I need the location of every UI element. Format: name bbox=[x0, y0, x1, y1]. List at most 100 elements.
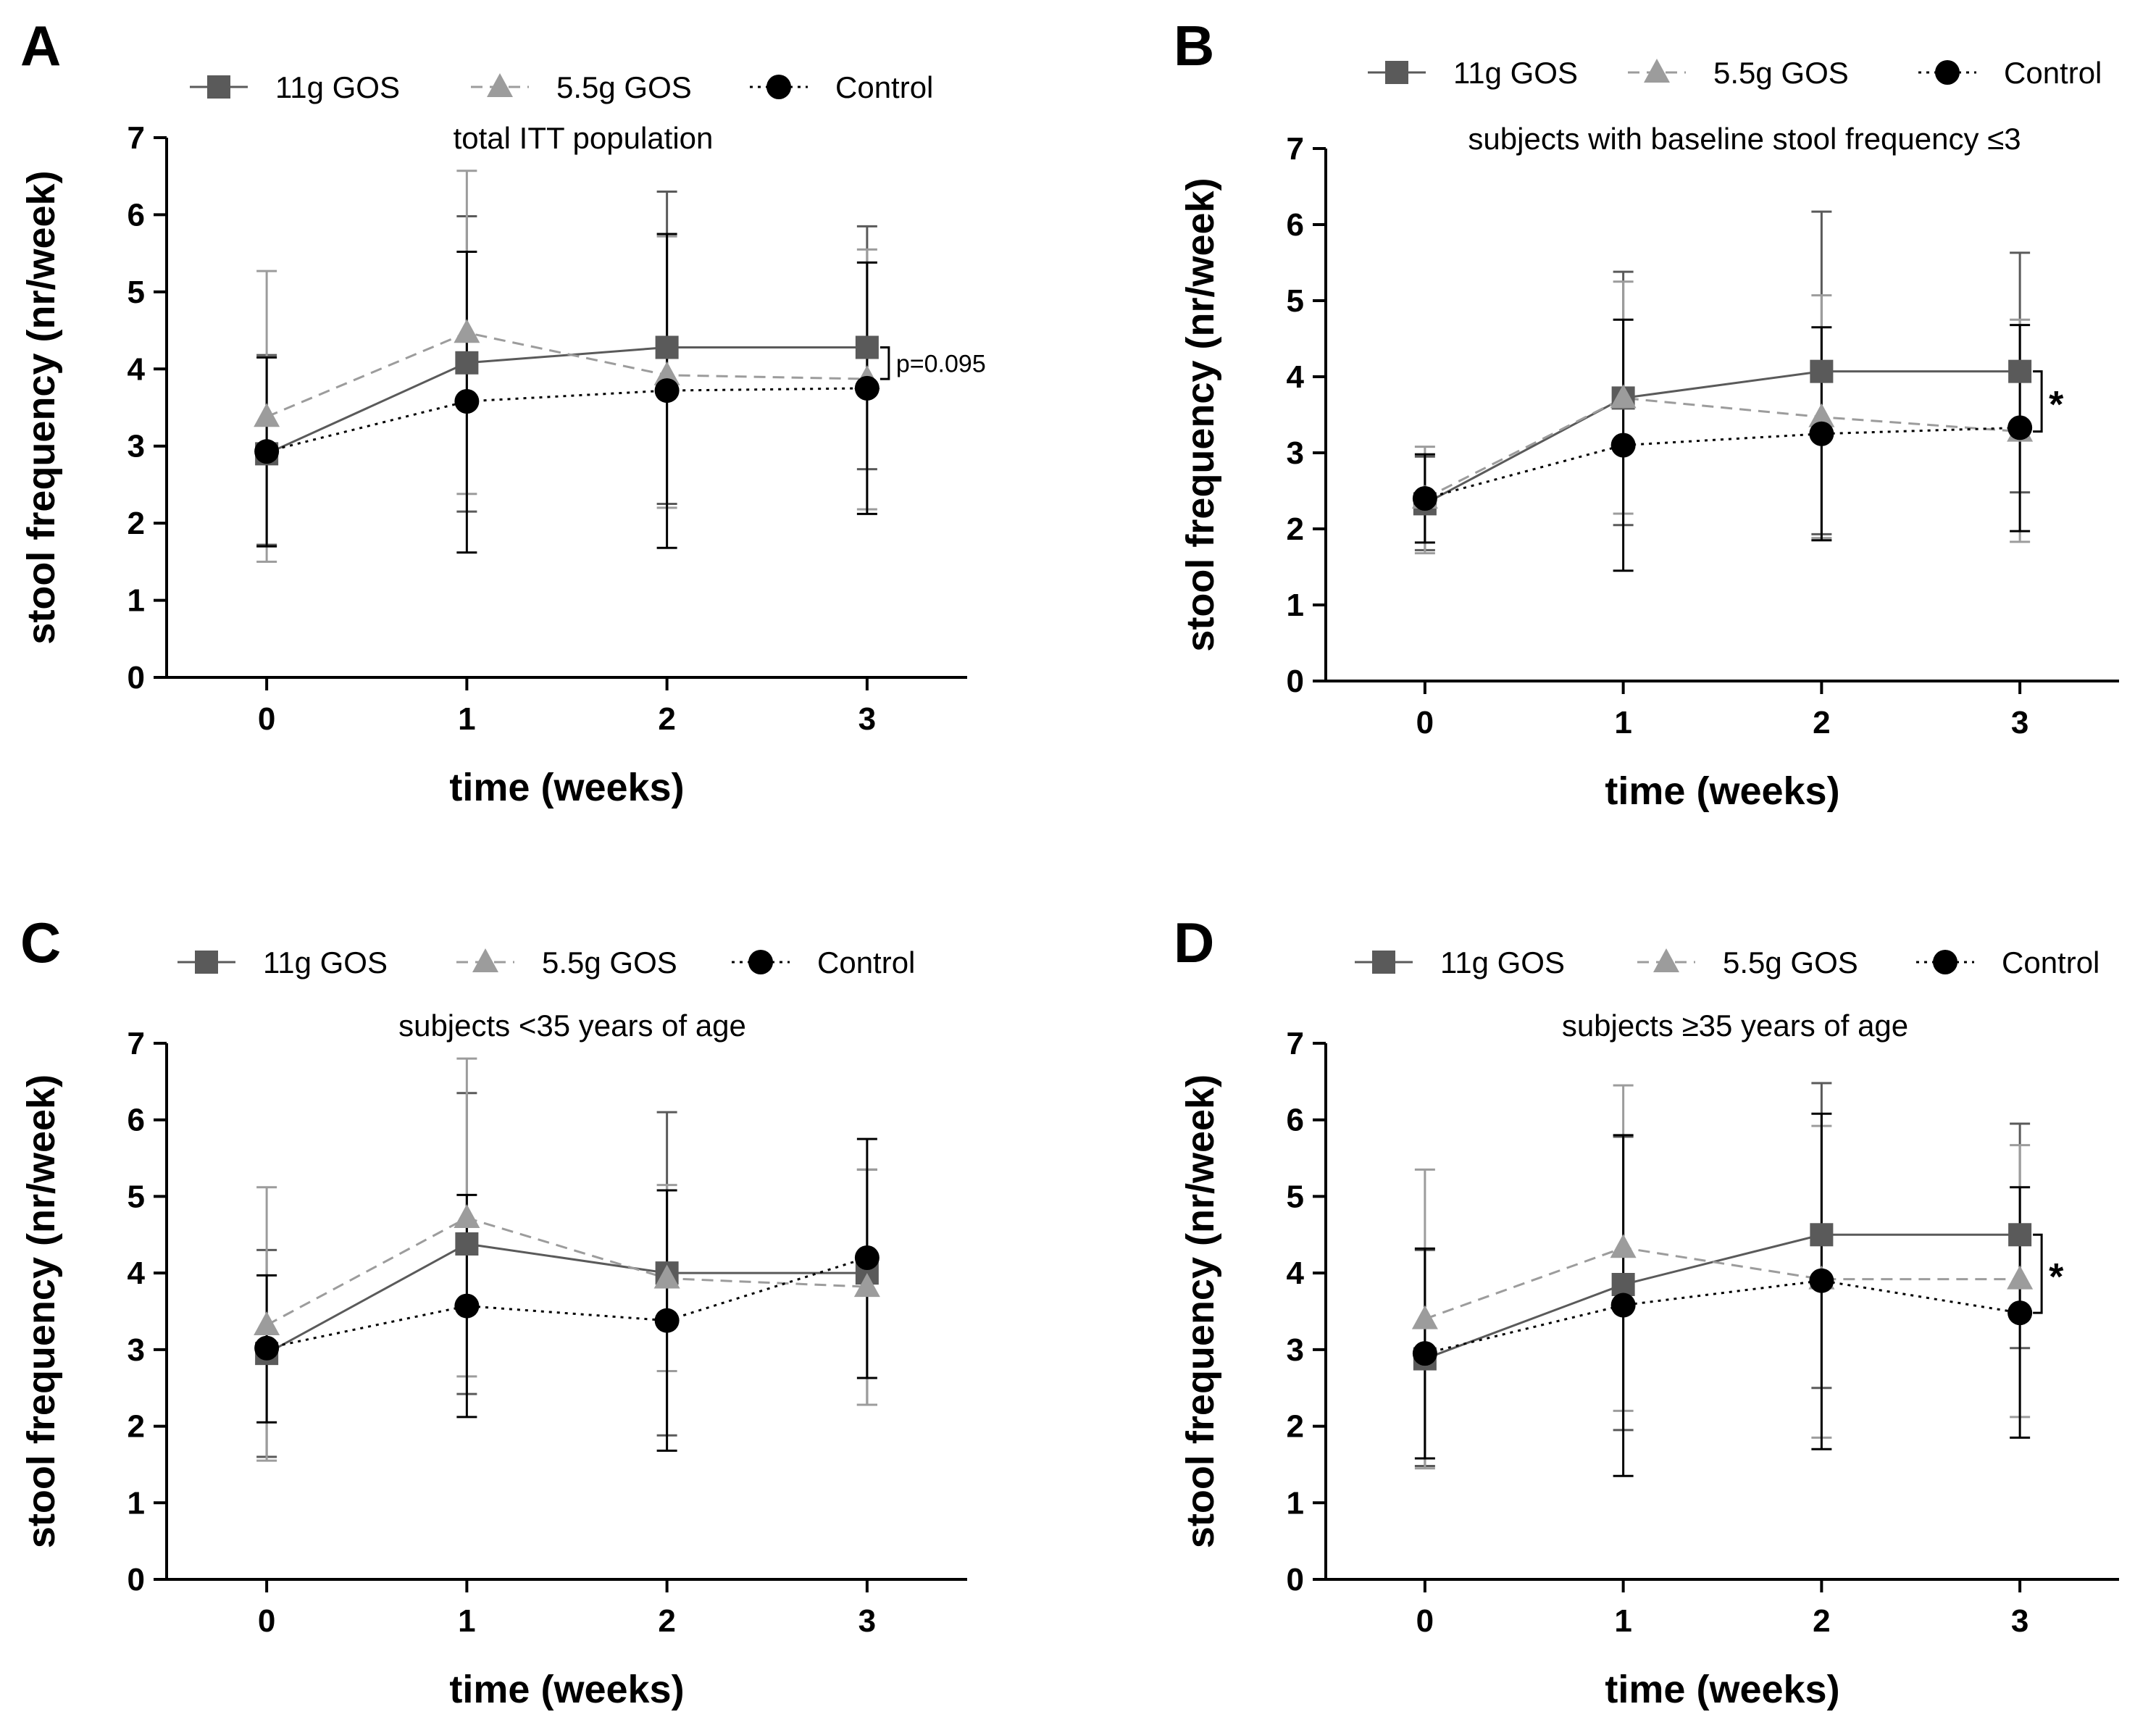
panel-d-point-gos11-1 bbox=[1611, 1273, 1635, 1296]
panel-a-legend-marker-gos11 bbox=[207, 75, 230, 99]
panel-b-series-line-control bbox=[1424, 426, 2021, 500]
panel-c: C 11g GOS 5.5g GOS Control subjects <35 yea… bbox=[20, 911, 967, 1711]
panel-d: D 11g GOS 5.5g GOS Control subjects ≥35 yea… bbox=[1174, 911, 2119, 1711]
panel-a-point-gos11-3 bbox=[855, 335, 879, 359]
panel-d-x-tick-label-0: 0 bbox=[1416, 1603, 1434, 1639]
panel-b-significance-label: * bbox=[2049, 384, 2064, 426]
panel-c-point-control-1 bbox=[454, 1293, 480, 1319]
panel-a-y-tick-label-3: 3 bbox=[128, 429, 145, 464]
panel-c-x-axis-title: time (weeks) bbox=[449, 1668, 684, 1711]
panel-a-subtitle: total ITT population bbox=[454, 121, 714, 155]
panel-b-legend-label-control: Control bbox=[2004, 56, 2102, 90]
panel-b-y-tick-label-3: 3 bbox=[1287, 435, 1304, 471]
panel-b-y-tick-label-5: 5 bbox=[1287, 283, 1304, 319]
panel-a-y-tick-label-4: 4 bbox=[128, 351, 146, 387]
panel-d-series-line-control bbox=[1424, 1279, 2021, 1355]
panel-d-point-control-1 bbox=[1610, 1292, 1636, 1318]
panel-a-y-tick-label-6: 6 bbox=[128, 197, 145, 233]
panel-a-y-tick-label-5: 5 bbox=[128, 275, 145, 310]
panel-c-y-tick-label-1: 1 bbox=[128, 1485, 145, 1521]
panel-b-y-tick-label-4: 4 bbox=[1287, 359, 1305, 395]
panel-d-point-gos11-2 bbox=[1810, 1223, 1834, 1247]
panel-d-series-line-gos11 bbox=[1424, 1233, 2021, 1360]
panel-d-legend-label-gos55: 5.5g GOS bbox=[1723, 945, 1858, 980]
panel-a-legend-label-gos55: 5.5g GOS bbox=[556, 70, 692, 104]
panel-a-point-gos55-0 bbox=[254, 403, 280, 427]
panel-c-y-tick-label-6: 6 bbox=[128, 1103, 145, 1138]
panel-c-point-control-0 bbox=[254, 1335, 280, 1361]
panel-d-significance-label: * bbox=[2049, 1256, 2064, 1298]
panel-a-y-tick-label-0: 0 bbox=[128, 660, 145, 696]
panel-d-point-gos55-3 bbox=[2007, 1265, 2034, 1290]
panel-d-legend-marker-gos55 bbox=[1653, 948, 1679, 972]
panel-c-y-axis-title: stool frequency (nr/week) bbox=[20, 1074, 63, 1548]
panel-a-y-tick-label-1: 1 bbox=[128, 583, 145, 619]
panel-d-y-axis-title: stool frequency (nr/week) bbox=[1179, 1074, 1222, 1548]
panel-d-y-tick-label-7: 7 bbox=[1287, 1026, 1304, 1061]
panel-c-series-line-gos55 bbox=[266, 1216, 867, 1327]
panel-a-letter: A bbox=[20, 14, 61, 78]
panel-c-y-tick-label-3: 3 bbox=[128, 1332, 145, 1368]
panel-d-letter: D bbox=[1174, 911, 1214, 974]
panel-a-legend-marker-gos55 bbox=[487, 73, 513, 97]
panel-b-y-tick-label-7: 7 bbox=[1287, 131, 1304, 167]
panel-d-point-gos55-1 bbox=[1610, 1234, 1637, 1258]
panel-c-series-line-gos11 bbox=[266, 1242, 867, 1355]
panel-b-legend-label-gos55: 5.5g GOS bbox=[1713, 56, 1849, 90]
panel-a-x-tick-label-3: 3 bbox=[858, 701, 876, 737]
panel-c-point-gos11-1 bbox=[455, 1232, 479, 1256]
panel-b-point-control-1 bbox=[1610, 433, 1636, 458]
panel-c-subtitle: subjects <35 years of age bbox=[398, 1008, 746, 1043]
panel-d-point-gos11-3 bbox=[2008, 1223, 2032, 1247]
panel-a-point-control-0 bbox=[254, 439, 280, 464]
panel-a-significance-bracket bbox=[879, 346, 890, 380]
panel-b-legend-marker-gos55 bbox=[1644, 59, 1670, 83]
panel-b-subtitle: subjects with baseline stool frequency ≤… bbox=[1468, 122, 2021, 156]
panel-c-y-tick-label-7: 7 bbox=[128, 1026, 145, 1061]
panel-b-point-gos55-2 bbox=[1808, 403, 1835, 427]
panel-b-y-tick-label-1: 1 bbox=[1287, 588, 1304, 623]
panel-c-x-tick-label-2: 2 bbox=[658, 1603, 675, 1639]
panel-c-legend-marker-gos11 bbox=[195, 951, 218, 974]
panel-b-point-control-0 bbox=[1412, 486, 1437, 511]
panel-a-legend-label-control: Control bbox=[835, 70, 933, 104]
panel-c-x-tick-label-0: 0 bbox=[258, 1603, 275, 1639]
panel-a-y-tick-label-2: 2 bbox=[128, 506, 145, 541]
panel-c-legend-label-gos11: 11g GOS bbox=[263, 945, 388, 980]
panel-c-y-tick-label-2: 2 bbox=[128, 1409, 145, 1445]
panel-a-series-line-gos11 bbox=[266, 346, 867, 455]
panel-b-y-tick-label-6: 6 bbox=[1287, 207, 1304, 243]
panel-a-x-axis-title: time (weeks) bbox=[449, 766, 684, 809]
panel-c-letter: C bbox=[20, 911, 61, 974]
panel-b-x-tick-label-0: 0 bbox=[1416, 705, 1434, 740]
panel-d-legend-label-control: Control bbox=[2002, 945, 2099, 980]
panel-b-y-tick-label-0: 0 bbox=[1287, 664, 1304, 699]
panel-d-y-tick-label-1: 1 bbox=[1287, 1485, 1304, 1521]
panel-d-y-tick-label-4: 4 bbox=[1287, 1256, 1305, 1291]
panel-b-legend-marker-control bbox=[1935, 60, 1960, 85]
panel-b-series-line-gos11 bbox=[1424, 370, 2021, 505]
panel-d-y-tick-label-6: 6 bbox=[1287, 1103, 1304, 1138]
panel-a-point-control-2 bbox=[654, 378, 680, 404]
panel-c-legend-label-control: Control bbox=[817, 945, 915, 980]
panel-b-y-axis-title: stool frequency (nr/week) bbox=[1179, 177, 1222, 651]
panel-c-legend-label-gos55: 5.5g GOS bbox=[542, 945, 677, 980]
panel-b-point-gos11-3 bbox=[2008, 359, 2032, 383]
panel-a-point-gos11-1 bbox=[455, 351, 479, 375]
panel-b-point-gos55-1 bbox=[1610, 384, 1637, 409]
panel-a-x-tick-label-2: 2 bbox=[658, 701, 675, 737]
panel-b-letter: B bbox=[1174, 14, 1214, 78]
panel-d-point-gos55-0 bbox=[1411, 1305, 1438, 1329]
panel-a-point-gos55-2 bbox=[653, 361, 680, 385]
panel-c-y-tick-label-0: 0 bbox=[128, 1562, 145, 1597]
panel-d-y-tick-label-2: 2 bbox=[1287, 1409, 1304, 1445]
panel-c-y-tick-label-5: 5 bbox=[128, 1179, 145, 1214]
panel-d-x-axis-title: time (weeks) bbox=[1605, 1668, 1839, 1711]
panel-a-y-tick-label-7: 7 bbox=[128, 120, 145, 156]
panel-a-legend-label-gos11: 11g GOS bbox=[275, 70, 400, 104]
panel-d-significance-bracket bbox=[2033, 1233, 2043, 1314]
panel-b-x-tick-label-2: 2 bbox=[1813, 705, 1830, 740]
panel-a-legend-marker-control bbox=[766, 75, 791, 99]
panel-b-x-tick-label-3: 3 bbox=[2011, 705, 2028, 740]
